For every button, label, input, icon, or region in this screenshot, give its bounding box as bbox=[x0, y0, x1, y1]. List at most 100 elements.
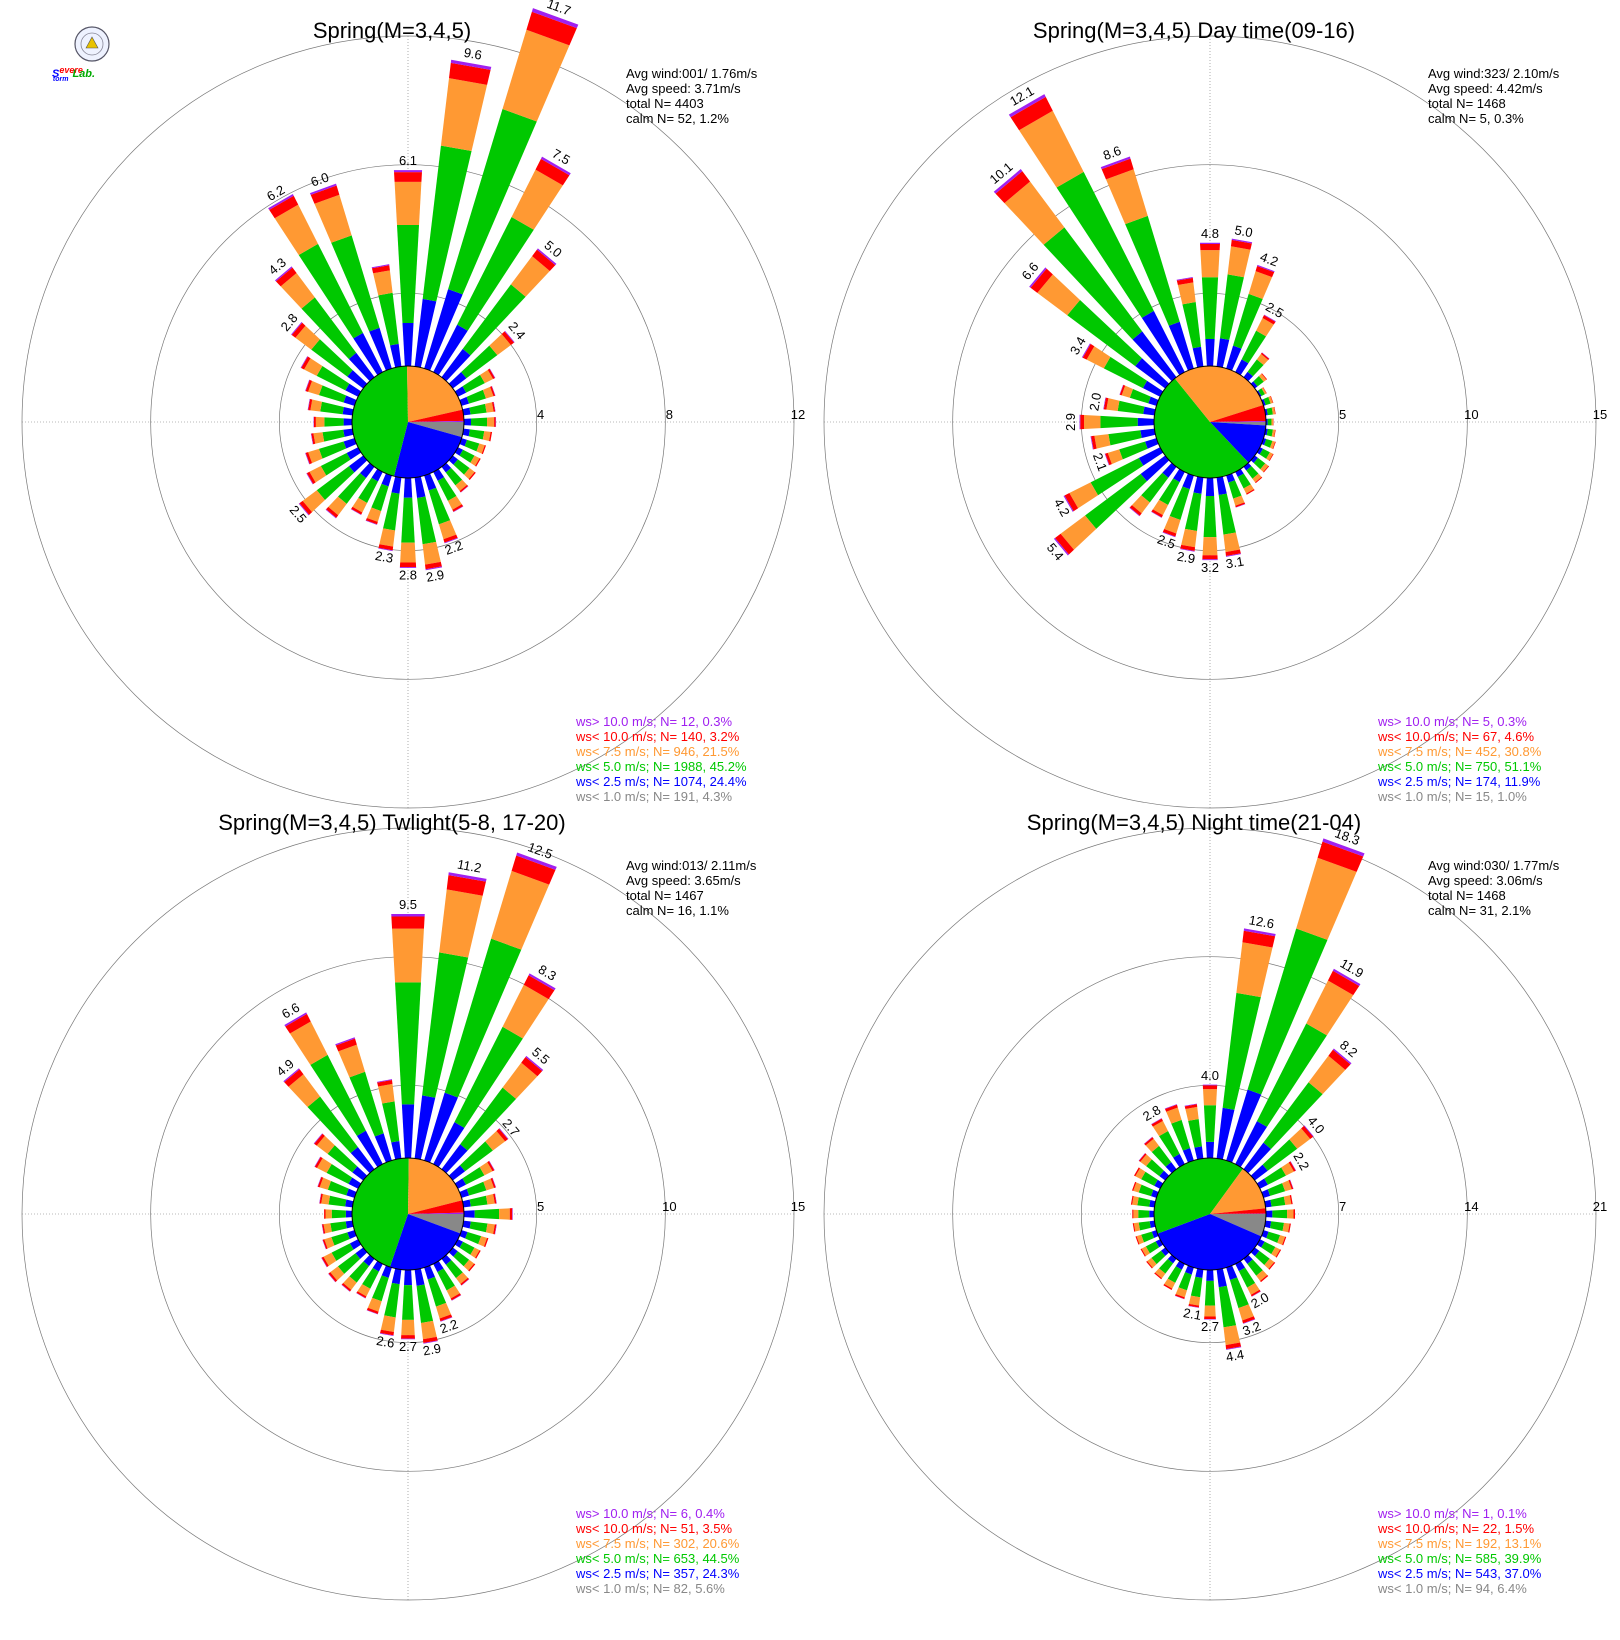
bar-200-seg-3 bbox=[1175, 1287, 1187, 1298]
bar-290-seg-3 bbox=[1121, 385, 1133, 398]
bar-140-seg-4 bbox=[460, 1277, 470, 1286]
pie-slice-4 bbox=[407, 365, 463, 422]
bar-180-seg-4 bbox=[399, 562, 417, 567]
legend-entry-1: ws> 10.0 m/s; N= 6, 0.4% bbox=[575, 1506, 725, 1521]
stat-total: total N= 1468 bbox=[1428, 96, 1506, 111]
bar-label-0: 4.8 bbox=[1201, 226, 1219, 241]
bar-10-seg-4 bbox=[1230, 239, 1252, 250]
bar-300-seg-1 bbox=[1142, 380, 1164, 397]
bar-240-seg-2 bbox=[331, 1243, 354, 1261]
bar-250-seg-5 bbox=[1104, 453, 1110, 466]
bar-300-seg-2 bbox=[326, 1164, 353, 1184]
bar-240-seg-1 bbox=[346, 447, 362, 460]
bar-270-seg-2 bbox=[1138, 1209, 1150, 1219]
bar-220-seg-3 bbox=[343, 1276, 357, 1290]
bar-label-180: 3.2 bbox=[1201, 560, 1219, 575]
pie-outline bbox=[1153, 1157, 1267, 1271]
bar-320-seg-2 bbox=[1043, 227, 1143, 340]
bar-160-seg-2 bbox=[1229, 1277, 1249, 1309]
bar-330-seg-3 bbox=[1019, 110, 1084, 188]
bar-290-seg-2 bbox=[318, 385, 347, 403]
stat-avg-wind: Avg wind:323/ 2.10m/s bbox=[1428, 66, 1560, 81]
legend-entry-4: ws< 5.0 m/s; N= 585, 39.9% bbox=[1377, 1551, 1542, 1566]
bar-230-seg-2 bbox=[337, 1253, 361, 1274]
bar-label-280: 2.0 bbox=[1086, 392, 1104, 412]
bar-230-seg-4 bbox=[1146, 1261, 1153, 1269]
bar-160-seg-1 bbox=[1226, 1265, 1238, 1280]
bar-170-seg-1 bbox=[414, 476, 426, 498]
bar-30-seg-1 bbox=[1235, 1121, 1268, 1168]
bar-210-seg-1 bbox=[372, 1260, 383, 1272]
bar-40-seg-3 bbox=[1256, 353, 1269, 365]
bar-290-seg-2 bbox=[1129, 388, 1151, 404]
bar-50-seg-3 bbox=[1289, 1128, 1311, 1149]
bar-170-seg-1 bbox=[1216, 1268, 1227, 1288]
bar-250-seg-4 bbox=[322, 1239, 328, 1250]
bar-200-seg-1 bbox=[1185, 1265, 1194, 1275]
bar-330-seg-3 bbox=[1152, 1120, 1169, 1137]
bar-50-seg-1 bbox=[448, 1165, 466, 1181]
bar-210-seg-2 bbox=[1159, 478, 1180, 506]
bar-230-seg-3 bbox=[330, 1266, 345, 1281]
bar-10-seg-2 bbox=[422, 145, 472, 302]
bar-30-seg-1 bbox=[433, 324, 468, 376]
bar-310-seg-4 bbox=[1030, 268, 1053, 293]
bar-80-seg-4 bbox=[1289, 1194, 1293, 1205]
bar-10-seg-3 bbox=[1236, 942, 1273, 998]
bar-290-seg-2 bbox=[327, 1180, 349, 1196]
bar-0-seg-5 bbox=[391, 914, 425, 917]
bar-80-seg-3 bbox=[485, 1194, 495, 1205]
bar-40-seg-4 bbox=[1328, 1049, 1351, 1070]
stat-total: total N= 1467 bbox=[626, 888, 704, 903]
bar-300-seg-4 bbox=[301, 356, 311, 370]
bar-300-seg-2 bbox=[1141, 1171, 1158, 1186]
bar-330-seg-1 bbox=[353, 332, 383, 376]
bar-30-seg-1 bbox=[1235, 359, 1249, 376]
bar-260-seg-4 bbox=[1091, 435, 1097, 450]
bar-120-seg-4 bbox=[1275, 1249, 1282, 1258]
bar-180-seg-4 bbox=[401, 1335, 415, 1339]
bar-120-seg-1 bbox=[1256, 447, 1264, 455]
bar-20-seg-2 bbox=[1233, 293, 1263, 349]
bar-80-seg-4 bbox=[493, 1193, 497, 1204]
bar-30-seg-5 bbox=[1332, 968, 1361, 986]
bar-280-seg-4 bbox=[1130, 1195, 1134, 1205]
bar-320-seg-5 bbox=[993, 169, 1023, 194]
bar-80-seg-1 bbox=[1264, 1199, 1272, 1208]
bar-70-seg-5 bbox=[492, 1177, 497, 1188]
bar-160-seg-3 bbox=[438, 520, 457, 540]
bar-290-seg-5 bbox=[305, 379, 310, 392]
bar-100-seg-1 bbox=[1264, 1220, 1272, 1229]
logo-wordmark: Severe torm Lab. bbox=[52, 65, 95, 83]
bar-20-seg-4 bbox=[511, 855, 556, 885]
bar-190-seg-4 bbox=[380, 1329, 394, 1336]
lab-logo: Severe torm Lab. bbox=[52, 26, 110, 83]
bar-130-seg-2 bbox=[453, 459, 470, 475]
bar-200-seg-4 bbox=[366, 1307, 379, 1314]
bar-200-seg-2 bbox=[1169, 486, 1190, 520]
bar-340-seg-3 bbox=[1166, 1107, 1182, 1124]
bar-310-seg-2 bbox=[327, 1145, 358, 1173]
bar-220-seg-4 bbox=[326, 506, 339, 518]
bar-340-seg-4 bbox=[1101, 158, 1134, 180]
bar-150-seg-2 bbox=[1237, 473, 1251, 489]
bar-320-seg-5 bbox=[283, 1068, 300, 1083]
bar-310-seg-4 bbox=[314, 1133, 325, 1146]
bar-60-seg-1 bbox=[454, 1178, 467, 1189]
bar-160-seg-5 bbox=[440, 1316, 453, 1322]
bar-60-seg-3 bbox=[1261, 387, 1267, 395]
bar-310-seg-3 bbox=[1140, 1154, 1152, 1167]
ring-label-3: 15 bbox=[1593, 407, 1607, 422]
bar-350-seg-1 bbox=[390, 343, 402, 368]
bar-280-seg-2 bbox=[1117, 400, 1145, 415]
bar-160-seg-4 bbox=[1235, 502, 1246, 508]
stat-total: total N= 1468 bbox=[1428, 888, 1506, 903]
bar-190-seg-4 bbox=[378, 544, 394, 551]
bar-340-seg-2 bbox=[1125, 215, 1180, 326]
bar-220-seg-5 bbox=[341, 1284, 351, 1292]
bar-70-seg-1 bbox=[459, 1188, 470, 1198]
bar-90-seg-2 bbox=[1267, 418, 1272, 426]
bar-160-seg-3 bbox=[1233, 495, 1245, 506]
bar-10-seg-4 bbox=[1242, 930, 1276, 948]
